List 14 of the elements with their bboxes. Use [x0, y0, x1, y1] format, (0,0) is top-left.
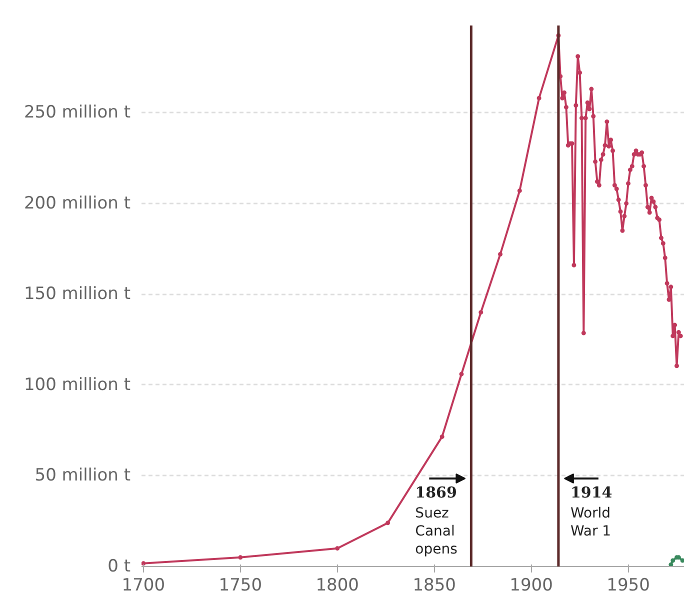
x-tick-label: 1950 — [606, 576, 650, 596]
ref-line-label: 1869 Suez Canal opens — [415, 484, 458, 558]
y-tick-label: 100 million t — [24, 374, 131, 395]
y-tick-label: 250 million t — [24, 102, 131, 123]
y-tick-label: 0 t — [108, 556, 131, 576]
x-tick-label: 1800 — [316, 576, 359, 596]
y-tick-label: 50 million t — [34, 466, 131, 486]
x-tick-label: 1700 — [122, 576, 166, 596]
x-tick-label: 1900 — [510, 576, 553, 596]
x-tick-label: 1750 — [218, 576, 262, 596]
y-tick-label: 150 million t — [24, 284, 131, 304]
x-tick-label: 1850 — [412, 576, 456, 596]
y-tick-label: 200 million t — [24, 193, 131, 214]
ref-line-label: 1914 World War 1 — [570, 484, 612, 540]
